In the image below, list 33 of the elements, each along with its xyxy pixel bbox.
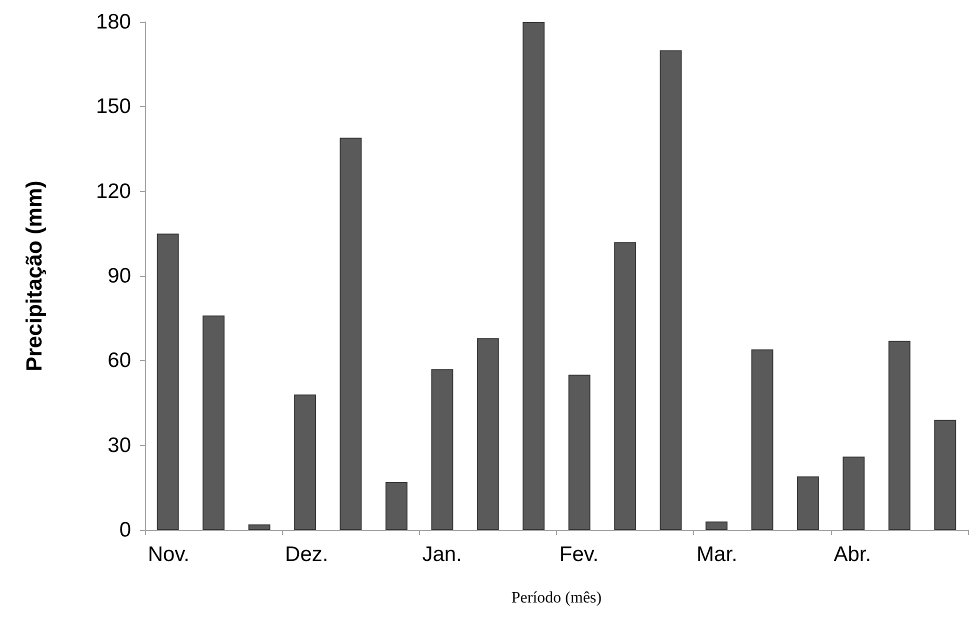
x-tick-label: Nov. (148, 543, 190, 566)
x-tick-label: Abr. (834, 543, 872, 566)
x-tick-label: Dez. (285, 543, 328, 566)
bar (340, 138, 362, 530)
bar (156, 234, 179, 530)
y-tick-label: 0 (119, 518, 131, 542)
y-tick-label: 30 (108, 434, 131, 457)
y-tick-label: 150 (96, 95, 131, 118)
bar (614, 242, 636, 530)
bar (706, 522, 728, 530)
x-axis-title: Período (mês) (511, 590, 602, 606)
bar (248, 524, 270, 530)
bar (660, 50, 682, 530)
bar (888, 340, 910, 530)
bar (476, 338, 499, 530)
bar (751, 349, 774, 530)
x-tick-label: Jan. (422, 543, 462, 566)
bar (202, 316, 225, 530)
bar (934, 420, 956, 530)
bar (797, 476, 819, 530)
bar (842, 456, 865, 530)
bar (431, 369, 454, 530)
y-tick-label: 120 (96, 180, 131, 203)
y-axis-title: Precipitação (mm) (22, 180, 46, 372)
bar (386, 482, 408, 530)
y-tick-label: 90 (108, 264, 131, 288)
bar (522, 22, 545, 530)
y-tick-label: 180 (96, 10, 131, 34)
y-tick-label: 60 (108, 349, 131, 372)
bar (294, 394, 316, 530)
x-tick-label: Mar. (696, 543, 738, 566)
x-tick-label: Fev. (559, 543, 599, 566)
bar (568, 374, 590, 530)
